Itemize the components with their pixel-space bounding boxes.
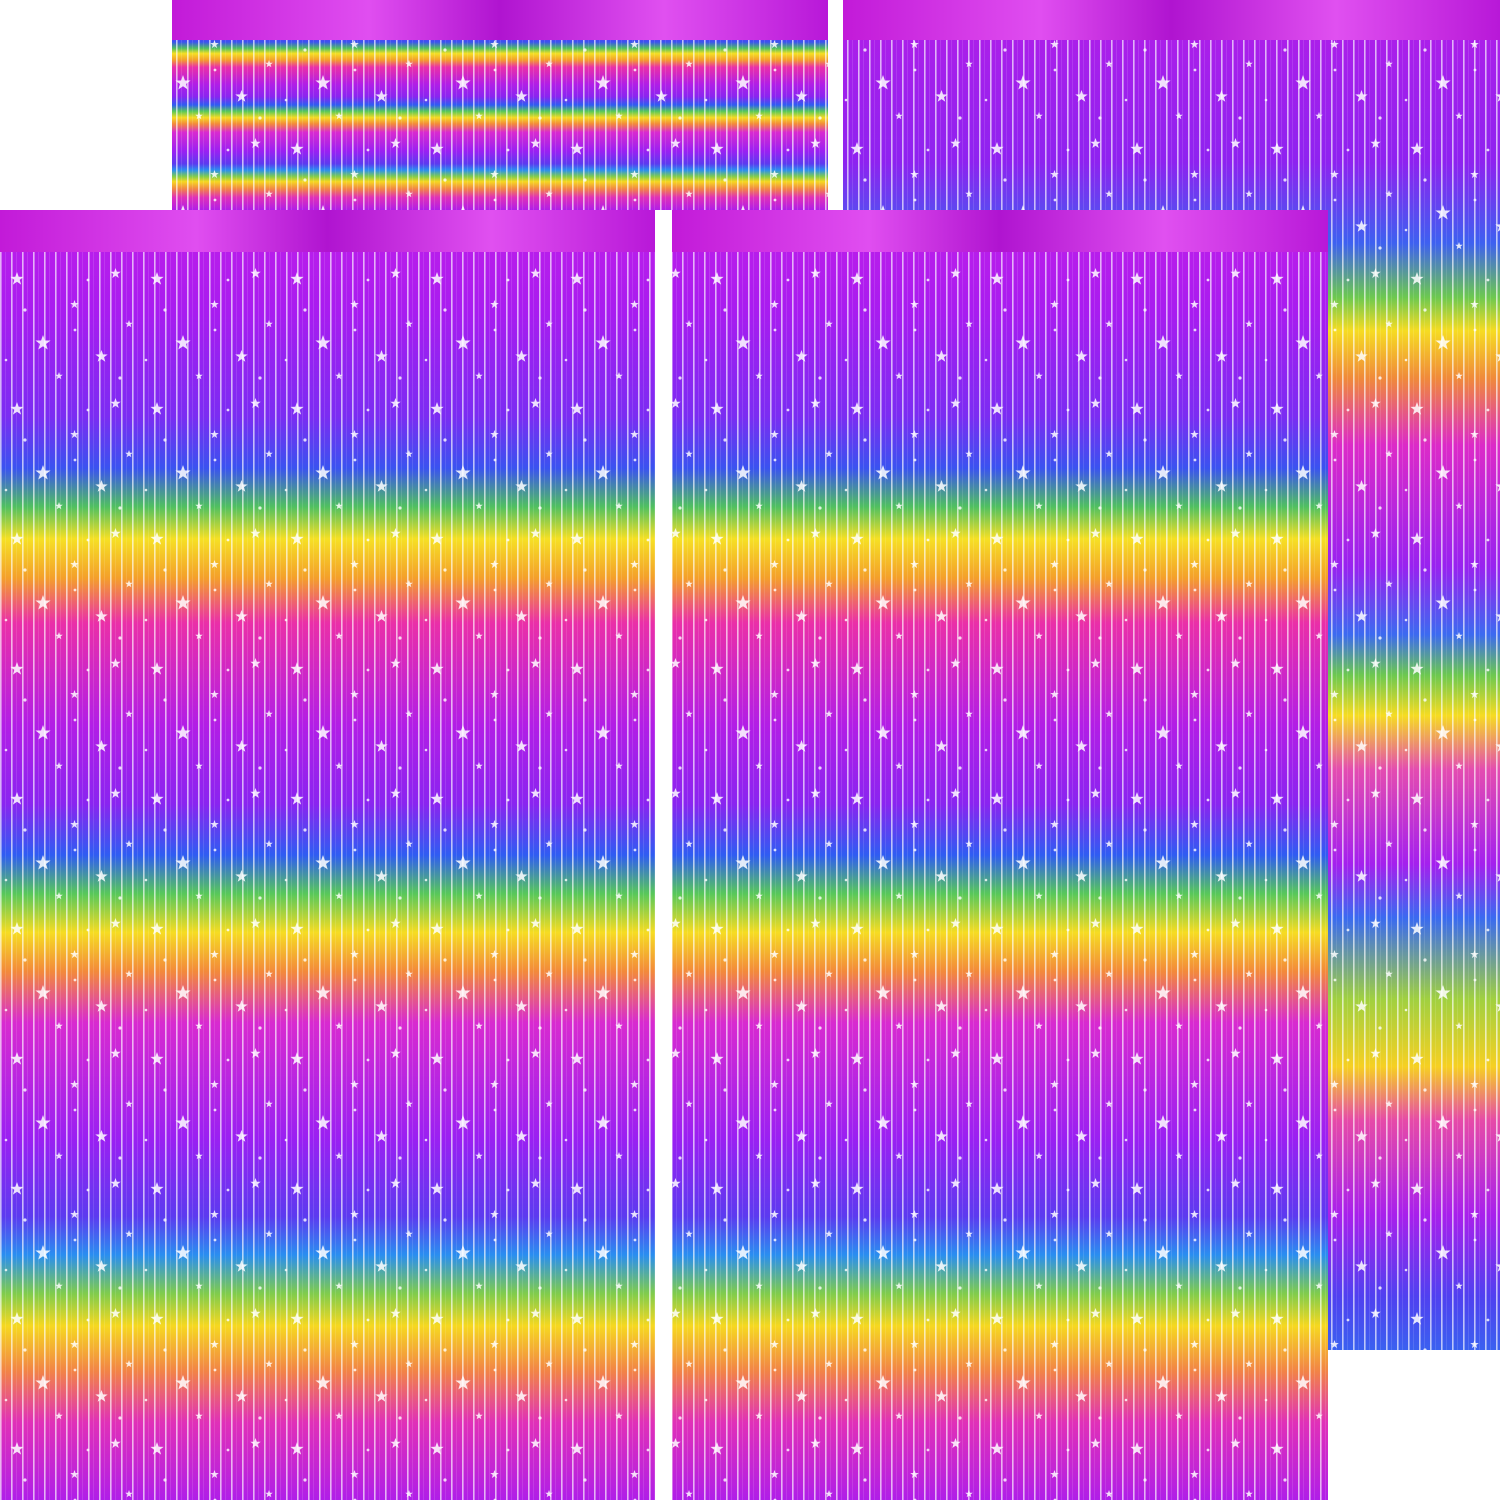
- front-left-curtain: [0, 210, 655, 1500]
- back-left-curtain: [172, 0, 828, 210]
- front-right-curtain: [672, 210, 1328, 1500]
